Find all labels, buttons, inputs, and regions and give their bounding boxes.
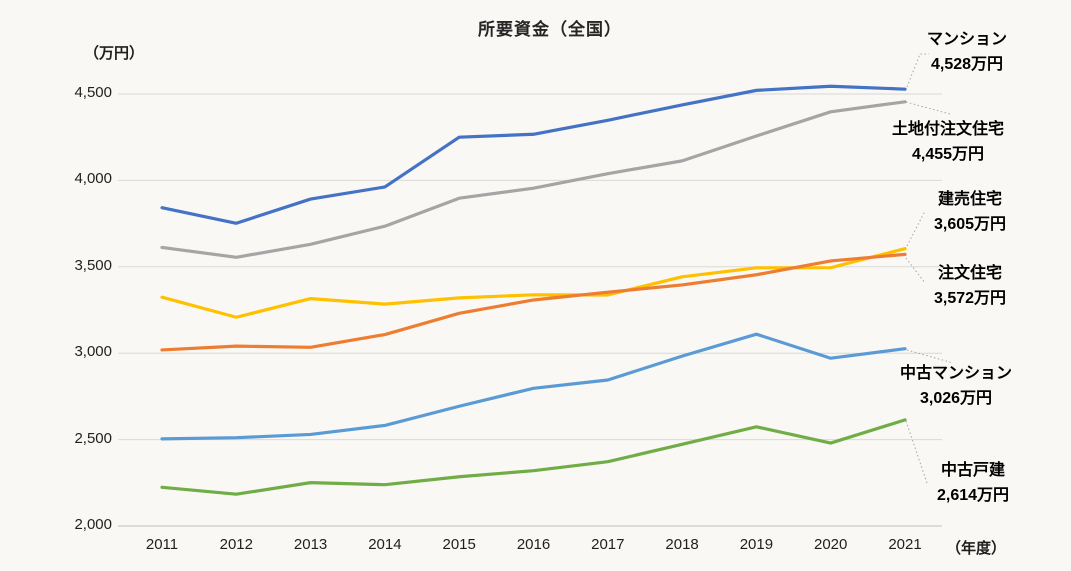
annotation-series-name: マンション [926,31,1008,48]
leader-line-ready-built-house [906,210,926,247]
annotation-series-name: 注文住宅 [937,265,1003,282]
leader-line-custom-house [905,257,926,284]
series-line-custom-house [160,252,907,352]
x-tick-label: 2013 [293,536,328,553]
series-line-used-detached-house [160,418,907,496]
series-lines [160,84,907,496]
annotation-series-value: 4,455万円 [911,146,985,163]
gridlines [118,93,942,527]
annotation-series-value: 3,026万円 [919,390,993,407]
leader-line-used-detached-house [905,420,928,484]
series-line-used-mansion [160,332,907,441]
annotation-used-mansion: 中古マンション 3,026万円 [900,361,1012,411]
x-tick-label: 2015 [442,536,476,553]
x-tick-label: 2018 [665,536,699,553]
x-tick-label: 2014 [368,536,402,553]
annotation-series-name: 建売住宅 [937,191,1003,208]
x-tick-label: 2012 [219,536,253,553]
annotation-series-value: 4,528万円 [930,56,1004,73]
y-tick-label: 3,000 [74,343,112,361]
annotation-series-name: 中古マンション [899,365,1013,382]
x-tick-label: 2017 [591,536,625,553]
annotation-series-name: 中古戸建 [940,462,1006,479]
annotation-series-value: 2,614万円 [936,487,1010,504]
y-axis-unit-label: （万円） [84,45,145,62]
x-axis-unit-label: （年度） [946,540,1007,557]
y-tick-label: 4,000 [74,170,112,188]
x-tick-label: 2011 [145,536,179,553]
annotation-series-value: 3,572万円 [933,290,1007,307]
annotation-series-value: 3,605万円 [933,216,1007,233]
annotation-custom-house: 注文住宅 3,572万円 [934,261,1006,311]
x-tick-label: 2019 [739,536,774,553]
x-tick-label: 2016 [516,536,551,553]
annotation-leader-lines [905,53,954,484]
series-line-land-custom-house [160,100,907,259]
y-tick-label: 2,000 [74,516,112,533]
series-line-ready-built-house [160,247,907,319]
y-tick-label: 3,500 [74,256,112,274]
annotation-ready-built-house: 建売住宅 3,605万円 [934,187,1006,237]
annotation-mansion: マンション 4,528万円 [927,27,1007,77]
annotation-land-custom-house: 土地付注文住宅 4,455万円 [892,117,1004,167]
leader-line-mansion [906,53,929,88]
x-tick-label: 2020 [814,536,848,553]
annotation-used-detached-house: 中古戸建 2,614万円 [937,458,1009,508]
series-line-mansion [160,84,907,225]
annotation-series-name: 土地付注文住宅 [891,121,1005,138]
y-tick-label: 2,500 [74,429,112,447]
chart-title: 所要資金（全国） [478,20,622,39]
x-tick-label: 2021 [888,536,922,553]
y-tick-label: 4,500 [74,84,112,101]
leader-line-land-custom-house [905,101,951,115]
